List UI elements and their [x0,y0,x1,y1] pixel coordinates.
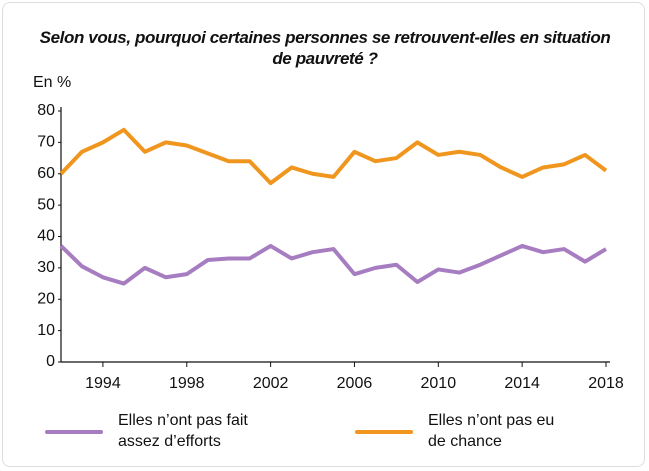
x-tick-label: 2002 [253,375,289,392]
x-tick-label: 2006 [337,375,373,392]
chart-title: Selon vous, pourquoi certaines personnes… [39,28,611,68]
series-line [59,127,608,186]
x-tick-label: 2010 [421,375,457,392]
y-tick-label: 20 [37,290,55,307]
x-tick-label: 2014 [504,375,540,392]
legend-label: Elles n’ont pas fait assez d’efforts [118,412,248,450]
y-tick-label: 0 [46,353,55,370]
y-tick-label: 30 [37,259,55,276]
series-line [59,243,608,286]
frame [2,2,645,467]
x-tick-label: 1994 [85,375,121,392]
x-tick-label: 1998 [169,375,205,392]
y-tick-label: 60 [37,165,55,182]
legend-label: Elles n’ont pas eu de chance [428,412,555,450]
legend-swatch [355,430,413,434]
y-tick-label: 50 [37,196,55,213]
y-axis-label: En % [33,74,72,91]
y-tick-label: 40 [37,228,55,245]
y-tick-label: 80 [37,102,55,119]
x-tick-label: 2018 [588,375,624,392]
legend-swatch [45,430,103,434]
y-tick-label: 70 [37,134,55,151]
y-tick-label: 10 [37,322,55,339]
